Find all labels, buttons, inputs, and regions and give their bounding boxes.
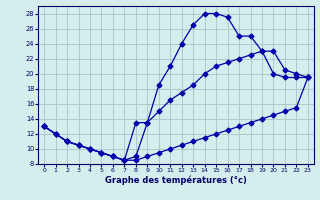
X-axis label: Graphe des températures (°c): Graphe des températures (°c) bbox=[105, 176, 247, 185]
